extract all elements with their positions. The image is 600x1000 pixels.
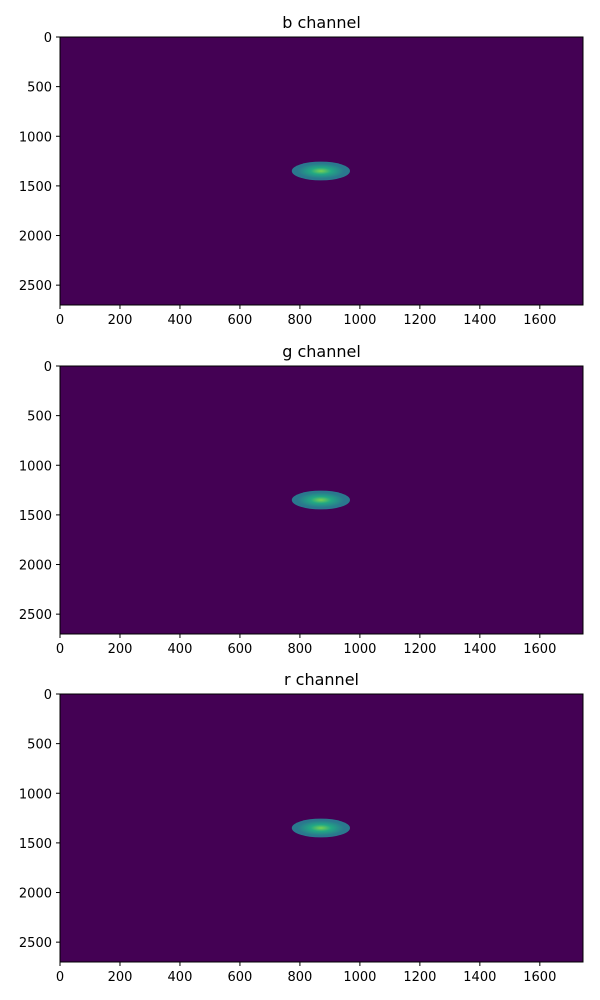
panel-0: b channel 0 200 400 600 800 1000 1200 1400 1600 0 5… — [19, 13, 584, 328]
x-tick-label: 600 — [228, 313, 253, 328]
x-tick-label: 1400 — [463, 313, 496, 328]
y-tick-label: 1500 — [19, 509, 52, 524]
x-tick-label: 1400 — [463, 970, 496, 985]
axes-frame — [59, 365, 584, 635]
y-tick-label: 1500 — [19, 180, 52, 195]
x-tick-label: 200 — [108, 642, 133, 657]
x-tick-label: 1000 — [343, 970, 376, 985]
panel-title: b channel — [282, 13, 361, 32]
y-tick-label: 500 — [27, 738, 52, 753]
panel-title: r channel — [284, 670, 359, 689]
x-tick-label: 0 — [56, 313, 64, 328]
panel-1: g channel 0 200 400 600 800 1000 1200 1400 1600 0 5… — [19, 342, 584, 657]
x-tick-label: 600 — [228, 970, 253, 985]
x-tick-label: 400 — [168, 313, 193, 328]
y-tick-label: 2500 — [19, 279, 52, 294]
x-tick-label: 200 — [108, 313, 133, 328]
y-tick-label: 0 — [44, 31, 52, 46]
x-tick-label: 800 — [287, 313, 312, 328]
y-tick-label: 2000 — [19, 887, 52, 902]
y-tick-label: 1500 — [19, 837, 52, 852]
x-tick-label: 400 — [168, 642, 193, 657]
y-tick-label: 1000 — [19, 787, 52, 802]
y-tick-label: 1000 — [19, 459, 52, 474]
y-tick-label: 500 — [27, 81, 52, 96]
x-tick-label: 0 — [56, 970, 64, 985]
panel-2: r channel 0 200 400 600 800 1000 1200 1400 1600 0 5… — [19, 670, 584, 985]
axes-frame — [59, 36, 584, 306]
intensity-blob — [291, 490, 350, 510]
x-tick-label: 1000 — [343, 313, 376, 328]
x-tick-label: 800 — [287, 970, 312, 985]
x-tick-label: 800 — [287, 642, 312, 657]
axes-frame — [59, 693, 584, 963]
y-tick-label: 0 — [44, 688, 52, 703]
panel-title: g channel — [282, 342, 361, 361]
y-tick-label: 1000 — [19, 130, 52, 145]
x-tick-label: 400 — [168, 970, 193, 985]
x-tick-label: 600 — [228, 642, 253, 657]
intensity-blob — [291, 161, 350, 181]
x-tick-label: 1600 — [523, 642, 556, 657]
x-tick-label: 1200 — [403, 642, 436, 657]
x-tick-label: 1400 — [463, 642, 496, 657]
x-tick-label: 1200 — [403, 313, 436, 328]
y-tick-label: 0 — [44, 360, 52, 375]
y-tick-label: 2000 — [19, 230, 52, 245]
x-tick-label: 1200 — [403, 970, 436, 985]
x-tick-label: 1600 — [523, 970, 556, 985]
x-tick-label: 0 — [56, 642, 64, 657]
x-tick-label: 1600 — [523, 313, 556, 328]
x-tick-label: 1000 — [343, 642, 376, 657]
x-tick-label: 200 — [108, 970, 133, 985]
y-tick-label: 2500 — [19, 936, 52, 951]
y-tick-label: 2500 — [19, 608, 52, 623]
intensity-blob — [291, 818, 350, 838]
y-tick-label: 500 — [27, 410, 52, 425]
y-tick-label: 2000 — [19, 559, 52, 574]
